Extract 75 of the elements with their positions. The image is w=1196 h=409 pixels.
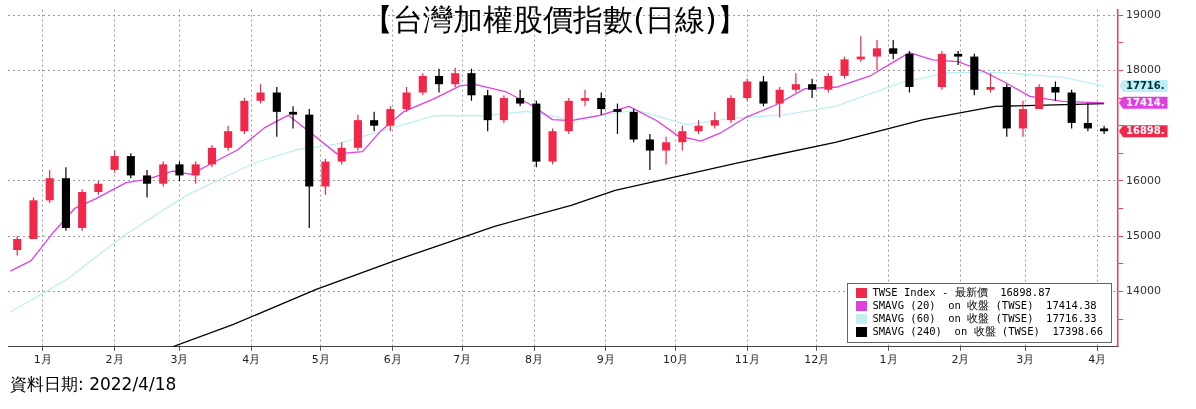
- candlestick: [159, 161, 168, 188]
- legend-label: SMAVG (20) on 收盤 (TWSE) 17414.38: [872, 299, 1097, 313]
- x-tick-label: 1月: [879, 353, 898, 367]
- candlestick: [175, 161, 184, 182]
- candlestick: [1100, 125, 1109, 135]
- candlestick: [954, 50, 963, 66]
- text: 17414.: [1126, 96, 1165, 108]
- x-tick-label: 3月: [170, 353, 189, 367]
- candlestick: [516, 89, 525, 107]
- legend-label: SMAVG (60) on 收盤 (TWSE) 17716.33: [872, 312, 1097, 326]
- candlestick: [580, 89, 590, 107]
- candlestick: [1051, 80, 1060, 102]
- candlestick: [613, 102, 622, 135]
- candlestick: [386, 105, 395, 132]
- x-tick-label: 2月: [951, 353, 970, 367]
- text: 16898.: [1126, 125, 1165, 137]
- candlestick: [759, 75, 768, 107]
- candlestick: [45, 169, 54, 204]
- candlestick: [1035, 83, 1044, 110]
- x-tick-label: 5月: [311, 353, 330, 367]
- candlestick: [791, 72, 800, 94]
- candlestick: [256, 83, 265, 105]
- x-tick-label: 3月: [1016, 353, 1035, 367]
- candlestick: [224, 125, 233, 152]
- candlestick: [1018, 100, 1028, 138]
- text: 17716.: [1126, 80, 1165, 92]
- x-tick-label: 2月: [105, 353, 124, 367]
- candlestick: [889, 39, 898, 60]
- text: 資料日期: 2022/4/18: [10, 373, 177, 396]
- x-tick-label: 6月: [383, 353, 402, 367]
- candlestick: [288, 105, 298, 130]
- candlestick: [645, 133, 654, 171]
- candlestick: [499, 94, 508, 124]
- x-tick-label: 12月: [804, 353, 830, 367]
- candlestick: [467, 68, 476, 102]
- x-tick-label: 9月: [596, 353, 615, 367]
- candlestick: [824, 72, 833, 94]
- x-tick-label: 7月: [453, 353, 472, 367]
- candlestick: [808, 78, 817, 99]
- candlestick: [678, 125, 687, 152]
- candlestick: [370, 111, 379, 132]
- candlestick: [743, 78, 752, 102]
- candlestick: [402, 86, 411, 113]
- candlestick: [418, 72, 427, 96]
- candlestick: [451, 67, 460, 88]
- x-tick-label: 4月: [242, 353, 261, 367]
- legend-label: TWSE Index - 最新價 16898.87: [872, 286, 1051, 300]
- candlestick: [337, 141, 346, 165]
- candlestick: [597, 91, 606, 116]
- candlestick: [840, 55, 849, 80]
- candlestick: [872, 39, 882, 72]
- x-tick-label: 11月: [734, 353, 760, 367]
- x-tick-label: 10月: [662, 353, 688, 367]
- candlestick: [191, 161, 200, 185]
- x-tick-label: 1月: [33, 353, 52, 367]
- y-tick-label: 14000: [1126, 284, 1161, 298]
- y-tick-label: 19000: [1126, 7, 1161, 21]
- y-tick-label: 18000: [1126, 63, 1161, 77]
- x-tick-label: 4月: [1088, 353, 1107, 367]
- y-tick-label: 16000: [1126, 173, 1161, 187]
- candlestick: [110, 149, 119, 174]
- candlestick: [126, 152, 135, 179]
- candlestick: [272, 86, 281, 138]
- candlestick: [662, 136, 671, 165]
- legend-label: SMAVG (240) on 收盤 (TWSE) 17398.66: [872, 325, 1103, 340]
- candlestick: [142, 169, 152, 199]
- chart-title: 【台灣加權股價指數(日線)】: [362, 2, 748, 38]
- candlestick: [13, 235, 22, 257]
- y-tick-label: 15000: [1126, 229, 1161, 243]
- x-tick-label: 8月: [525, 353, 544, 367]
- candlestick: [434, 68, 444, 94]
- candlestick: [207, 144, 216, 168]
- candlestick: [775, 86, 784, 118]
- candlestick: [726, 94, 736, 124]
- candlestick: [986, 72, 995, 94]
